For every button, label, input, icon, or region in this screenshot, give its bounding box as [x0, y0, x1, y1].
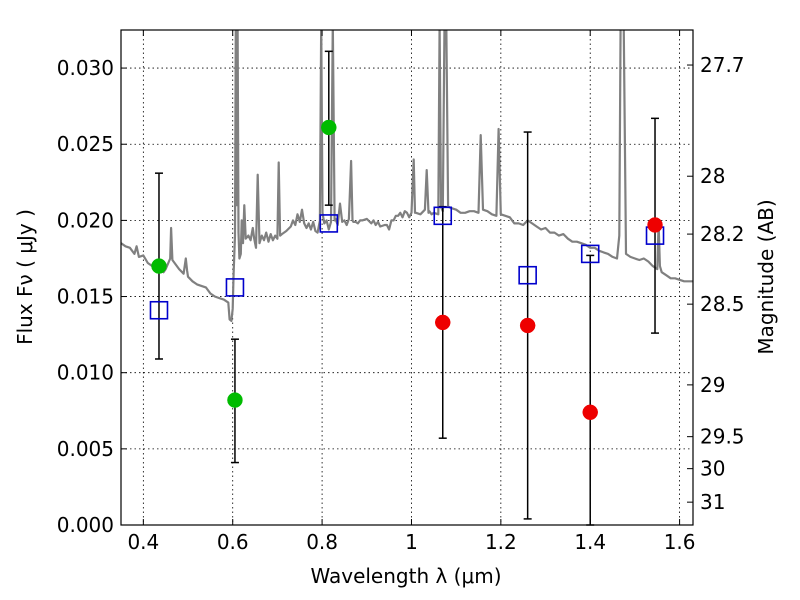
tick-layer: 0.4 0.6 0.8 1 1.2 1.4 1.6 0.000 0.005 0.010 0.015 0…	[57, 30, 745, 554]
x-tick-label: 0.4	[127, 530, 159, 554]
x-tick-label: 1.2	[485, 530, 517, 554]
error-bar-layer	[154, 50, 660, 526]
right-tick-label: 28.5	[700, 292, 745, 316]
x-tick-label: 0.8	[306, 530, 338, 554]
right-axis-title: Magnitude (AB)	[754, 199, 778, 354]
x-tick-label: 1.4	[574, 530, 606, 554]
marker-layer	[149, 119, 665, 421]
spectrum-layer	[121, 30, 693, 322]
model-square	[518, 265, 537, 285]
right-tick-label: 27.7	[700, 53, 745, 77]
x-tick-label: 1.6	[664, 530, 696, 554]
detection-point	[321, 119, 337, 136]
model-square	[225, 278, 245, 297]
model-square	[580, 244, 600, 264]
right-tick-label: 29.5	[700, 425, 745, 449]
detection-point	[227, 392, 243, 408]
right-tick-label: 29	[700, 373, 725, 397]
y-tick-label: 0.020	[57, 208, 114, 232]
y-tick-label: 0.030	[57, 56, 114, 80]
plot-frame	[120, 29, 694, 526]
right-tick-label: 31	[700, 490, 725, 514]
detection-point	[151, 258, 167, 274]
model-square	[319, 214, 339, 233]
x-axis-title: Wavelength λ (μm)	[310, 564, 501, 588]
y-tick-label: 0.000	[57, 513, 114, 537]
flux-point	[582, 404, 598, 421]
y-tick-label: 0.015	[57, 285, 114, 309]
x-tick-label: 1	[405, 530, 418, 554]
spectrum-line	[121, 30, 693, 322]
flux-point	[519, 317, 536, 334]
flux-point	[435, 314, 451, 331]
y-tick-label: 0.025	[57, 132, 114, 156]
model-square	[149, 300, 169, 320]
y-tick-label: 0.010	[57, 361, 114, 385]
right-tick-label: 30	[700, 457, 725, 481]
model-square	[433, 206, 453, 226]
right-tick-label: 28	[700, 164, 725, 188]
y-tick-label: 0.005	[57, 437, 114, 461]
grid-lines	[121, 30, 693, 526]
y-axis-title: Flux Fν ( μJy )	[13, 209, 37, 345]
x-tick-label: 0.6	[217, 530, 249, 554]
right-tick-label: 28.2	[700, 222, 745, 246]
flux-point	[647, 217, 663, 233]
